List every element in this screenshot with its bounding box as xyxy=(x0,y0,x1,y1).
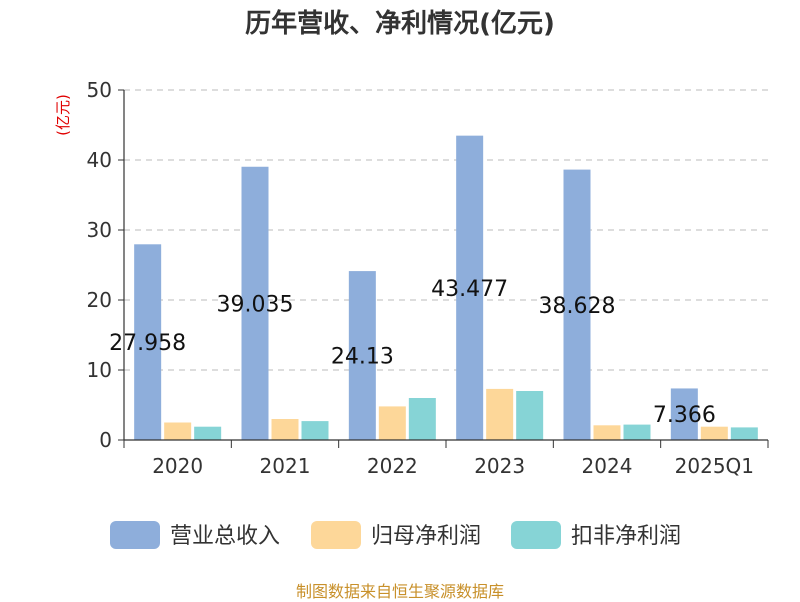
y-tick-label: 50 xyxy=(87,78,112,102)
bar-3 xyxy=(408,398,436,440)
y-tick-label: 20 xyxy=(87,288,112,312)
y-axis-label: (亿元) xyxy=(54,94,72,136)
data-label: 39.035 xyxy=(217,292,294,317)
bars xyxy=(134,135,758,440)
bar-2 xyxy=(164,422,192,440)
data-label: 24.13 xyxy=(331,345,394,370)
bar-1 xyxy=(348,271,376,440)
bar-3 xyxy=(623,424,651,440)
y-tick-label: 10 xyxy=(87,358,112,382)
bar-2 xyxy=(378,406,406,440)
bar-3 xyxy=(194,426,222,440)
x-tick-label: 2025Q1 xyxy=(675,454,754,478)
bar-2 xyxy=(486,388,514,440)
x-tick-label: 2020 xyxy=(152,454,203,478)
bar-1 xyxy=(456,135,484,440)
bar-3 xyxy=(516,391,544,440)
legend-label[interactable]: 营业总收入 xyxy=(170,524,280,549)
legend-label[interactable]: 扣非净利润 xyxy=(571,524,681,549)
x-tick-label: 2021 xyxy=(260,454,311,478)
axes: 0 10 20 30 40 50 (亿元) 2020 2021 2022 2023 2024 2025Q… xyxy=(54,78,769,478)
source-footer: 制图数据来自恒生聚源数据库 xyxy=(295,582,504,601)
x-tick-label: 2023 xyxy=(474,454,525,478)
data-label: 38.628 xyxy=(539,294,616,319)
bar-3 xyxy=(301,421,329,440)
data-label: 7.366 xyxy=(653,403,716,428)
legend-swatch[interactable] xyxy=(311,521,361,549)
chart-title: 历年营收、净利情况(亿元) xyxy=(245,9,555,39)
legend-swatch[interactable] xyxy=(110,521,160,549)
bar-2 xyxy=(271,419,299,440)
data-labels: 27.958 39.035 24.13 43.477 38.628 7.366 xyxy=(109,277,716,428)
y-tick-label: 40 xyxy=(87,148,112,172)
gridlines xyxy=(124,89,768,371)
x-tick-label: 2024 xyxy=(582,454,633,478)
legend-label[interactable]: 归母净利润 xyxy=(371,524,481,549)
bar-1 xyxy=(134,244,162,440)
y-tick-label: 30 xyxy=(87,218,112,242)
bar-1 xyxy=(241,166,269,440)
data-label: 43.477 xyxy=(431,277,508,302)
legend: 营业总收入 归母净利润 扣非净利润 xyxy=(110,521,681,549)
y-tick-label: 0 xyxy=(99,428,112,452)
x-tick-label: 2022 xyxy=(367,454,418,478)
bar-2 xyxy=(700,426,728,440)
bar-1 xyxy=(563,169,591,440)
bar-3 xyxy=(730,427,758,440)
data-label: 27.958 xyxy=(109,331,186,356)
bar-1 xyxy=(670,388,698,440)
bar-2 xyxy=(593,425,621,440)
legend-swatch[interactable] xyxy=(511,521,561,549)
